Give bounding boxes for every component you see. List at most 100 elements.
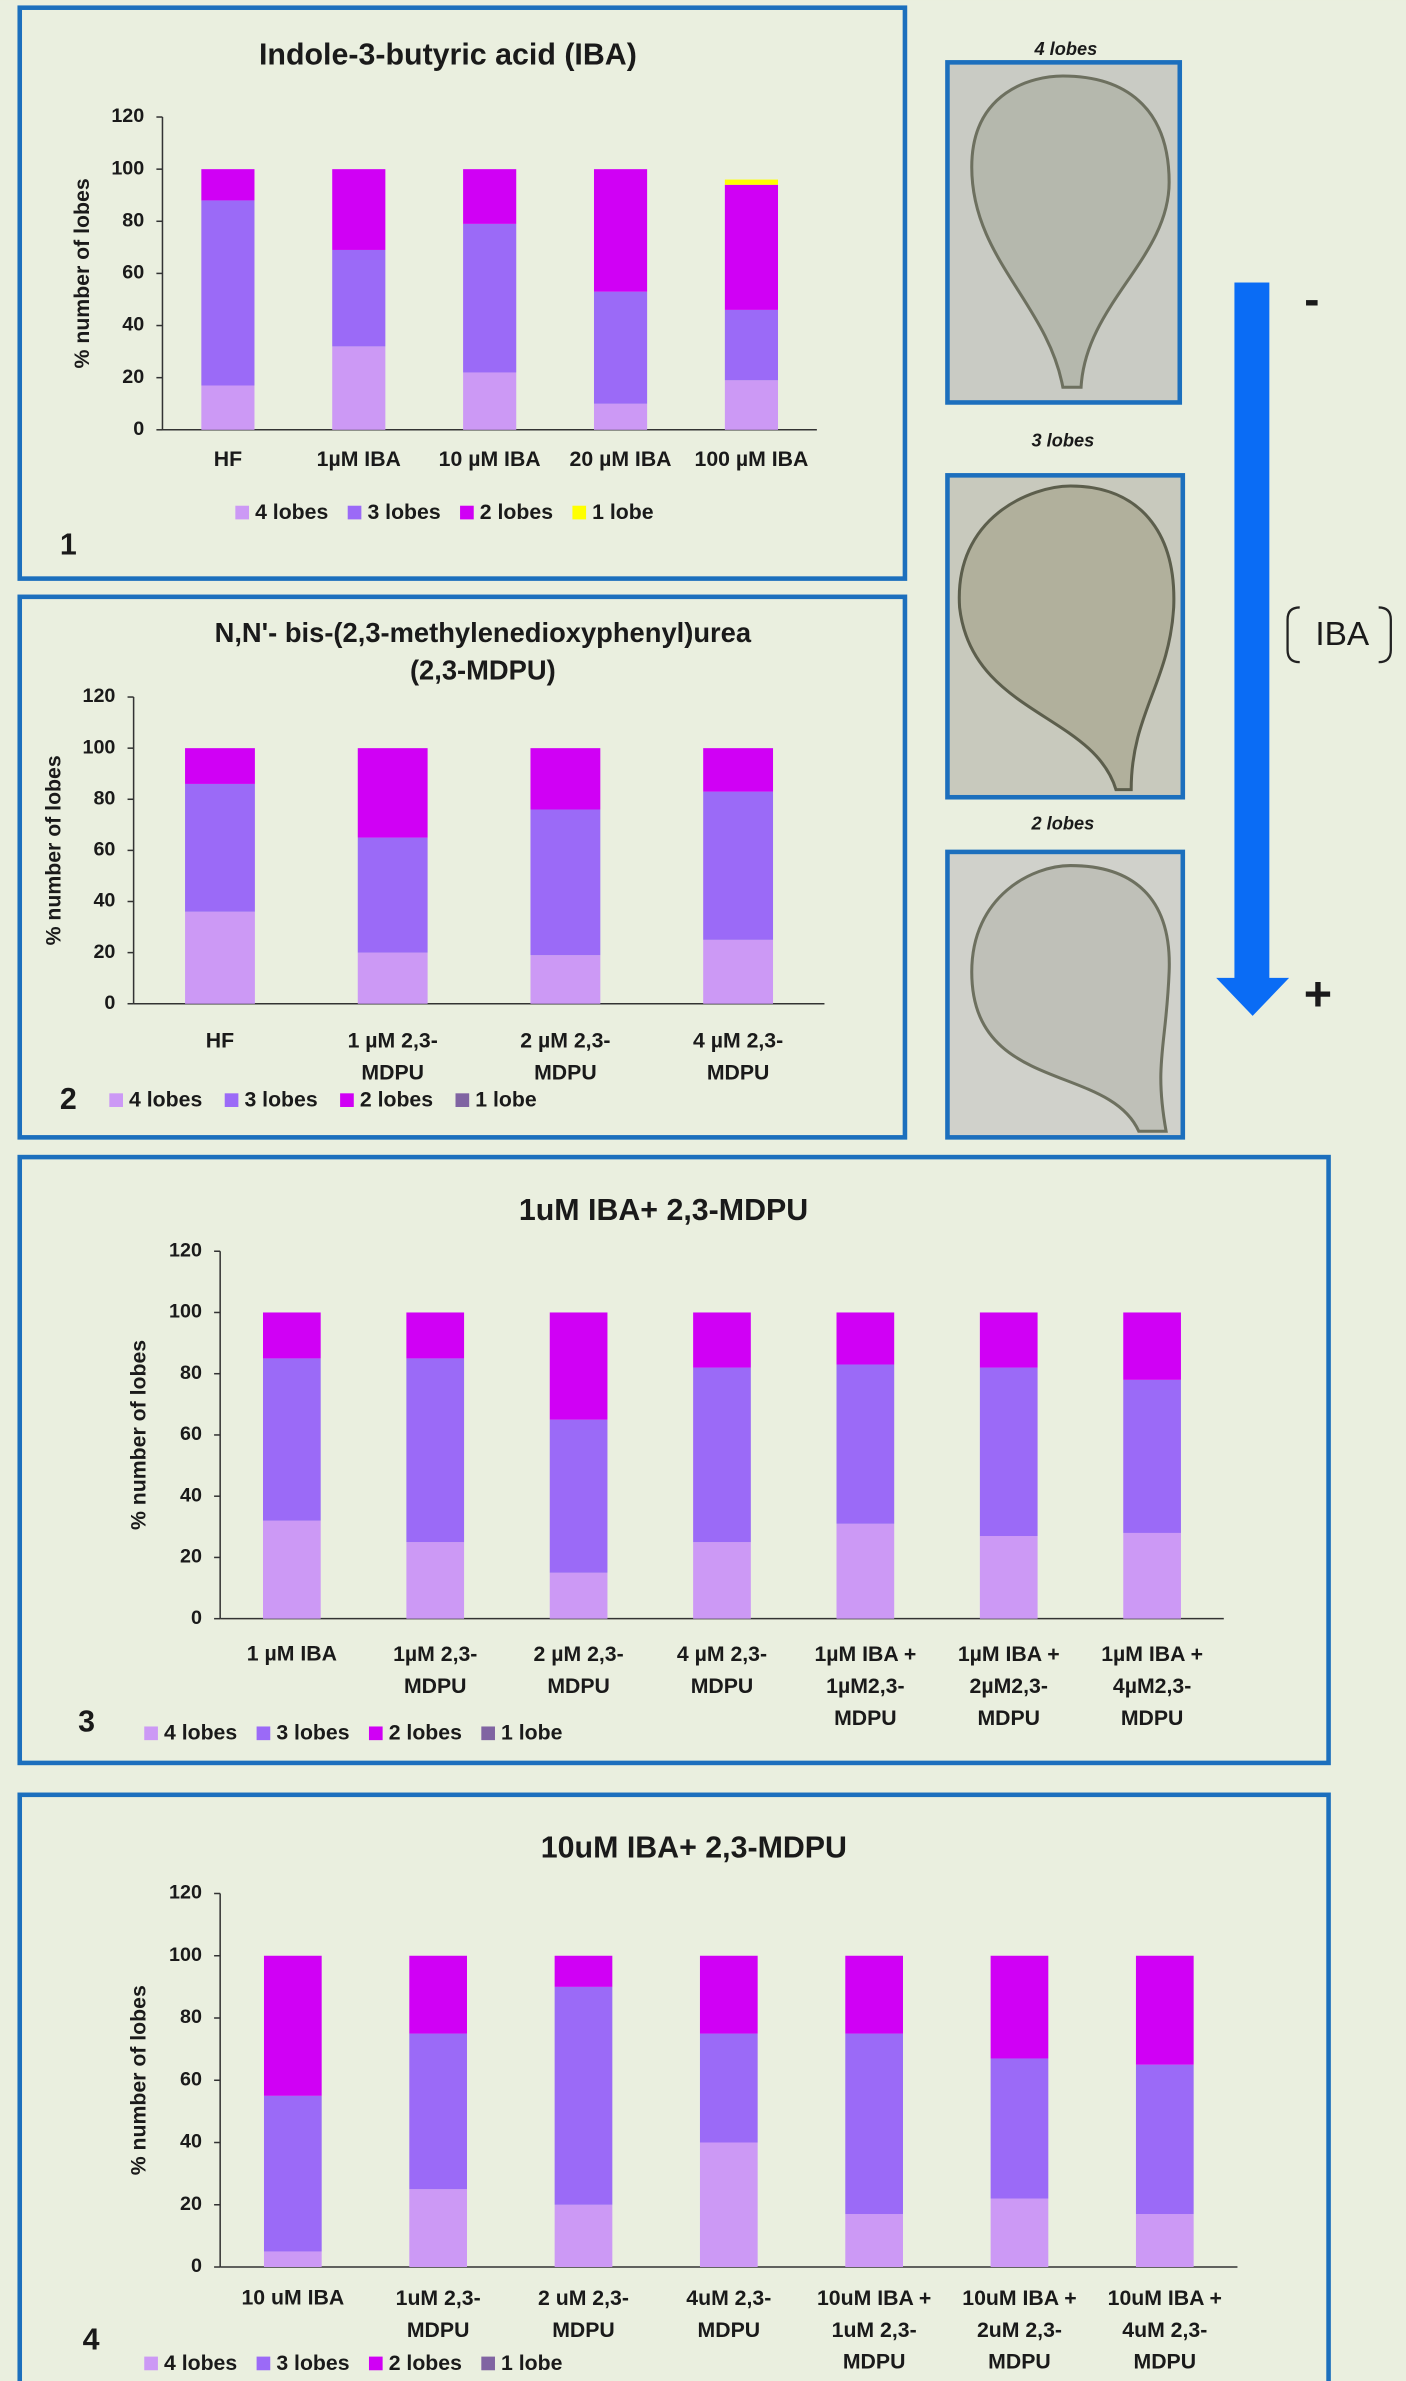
bar-segment (185, 784, 255, 912)
legend-swatch (460, 506, 474, 520)
legend-label: 2 lobes (389, 1721, 462, 1745)
image-label: 2 lobes (1030, 813, 1094, 833)
bar-segment (409, 2034, 467, 2190)
bar-segment (530, 809, 600, 955)
y-tick-label: 100 (111, 157, 144, 179)
legend-swatch (235, 506, 249, 520)
bar-segment (358, 838, 428, 953)
bar-segment (700, 1956, 758, 2034)
bar-segment (1136, 2214, 1194, 2267)
bar-segment (845, 2214, 903, 2267)
bar-segment (845, 2034, 903, 2215)
legend-swatch (572, 506, 586, 520)
bar-segment (530, 748, 600, 809)
bar-segment (837, 1312, 895, 1364)
bar-segment (1136, 1956, 1194, 2065)
y-tick-label: 120 (169, 1882, 202, 1904)
legend-label: 1 lobe (501, 2351, 563, 2375)
y-tick-label: 60 (180, 1423, 202, 1445)
bar-segment (594, 169, 647, 292)
bar-segment (550, 1573, 608, 1619)
y-tick-label: 20 (93, 941, 115, 963)
bar-segment (991, 2199, 1049, 2267)
y-tick-label: 100 (169, 1301, 202, 1323)
legend-swatch (369, 2357, 383, 2371)
x-tick-label: HF (214, 447, 242, 471)
figure: 4 lobes 3 lobes 2 lobes IBA - + Indole-3… (0, 0, 1406, 2381)
legend-swatch (369, 1726, 383, 1740)
legend-label: 2 lobes (480, 500, 553, 524)
y-tick-label: 0 (104, 992, 115, 1014)
bar-segment (555, 1956, 613, 1987)
bar-segment (725, 310, 778, 380)
image-label: 4 lobes (1033, 39, 1097, 59)
bar-segment (693, 1542, 751, 1619)
bar-segment (201, 200, 254, 385)
y-tick-label: 60 (180, 2068, 202, 2090)
bar-segment (594, 404, 647, 430)
legend-label: 2 lobes (360, 1088, 433, 1112)
panel-number: 1 (60, 529, 77, 562)
legend-label: 4 lobes (129, 1088, 202, 1112)
bar-segment (555, 2205, 613, 2267)
y-tick-label: 60 (93, 839, 115, 861)
bar-segment (693, 1312, 751, 1367)
y-tick-label: 120 (111, 105, 144, 127)
bar-segment (263, 1312, 321, 1358)
legend-swatch (109, 1093, 123, 1107)
bar-segment (700, 2034, 758, 2143)
x-tick-label: 20 µM IBA (570, 447, 672, 471)
bar-segment (264, 2251, 322, 2267)
legend-swatch (348, 506, 362, 520)
panel-number: 4 (83, 2323, 100, 2356)
bar-segment (332, 169, 385, 250)
bar-segment (185, 912, 255, 1004)
y-tick-label: 20 (122, 366, 144, 388)
leaf-images (947, 62, 1182, 1137)
x-tick-label: 10 µM IBA (439, 447, 541, 471)
bar-segment (264, 2096, 322, 2252)
bar-segment (845, 1956, 903, 2034)
bar-segment (594, 292, 647, 404)
bar-segment (263, 1358, 321, 1520)
legend-swatch (481, 1726, 495, 1740)
panel-number: 2 (60, 1083, 77, 1116)
bar-segment (406, 1358, 464, 1542)
y-tick-label: 80 (180, 1362, 202, 1384)
bar-segment (703, 792, 773, 940)
bar-segment (201, 385, 254, 429)
bar-segment (725, 380, 778, 430)
legend-label: 4 lobes (164, 2351, 237, 2375)
bar-segment (332, 346, 385, 429)
bar-segment (550, 1420, 608, 1573)
y-axis-label: % number of lobes (126, 1985, 150, 2175)
bar-segment (463, 169, 516, 224)
bar-segment (700, 2143, 758, 2268)
legend-swatch (456, 1093, 470, 1107)
bar-segment (463, 372, 516, 429)
image-label: 3 lobes (1031, 431, 1094, 451)
arrow-label: IBA (1315, 616, 1370, 653)
legend-label: 3 lobes (276, 2351, 349, 2375)
bar-segment (837, 1365, 895, 1524)
y-tick-label: 40 (180, 1484, 202, 1506)
bar-segment (185, 748, 255, 784)
x-tick-label: 1 µM IBA (247, 1642, 337, 1666)
bar-segment (263, 1521, 321, 1619)
bar-segment (980, 1536, 1038, 1619)
y-tick-label: 0 (191, 1607, 202, 1629)
bar-segment (530, 955, 600, 1004)
bar-segment (703, 748, 773, 791)
bar-segment (264, 1956, 322, 2096)
y-tick-label: 60 (122, 262, 144, 284)
bar-segment (409, 2189, 467, 2267)
bar-segment (550, 1312, 608, 1419)
legend-swatch (257, 2357, 271, 2371)
bar-segment (201, 169, 254, 200)
chart-title: 1uM IBA+ 2,3-MDPU (519, 1194, 808, 1227)
bar-segment (358, 953, 428, 1004)
y-tick-label: 20 (180, 2193, 202, 2215)
legend-label: 4 lobes (255, 500, 328, 524)
y-axis-label: % number of lobes (126, 1340, 150, 1530)
y-tick-label: 120 (82, 685, 115, 707)
